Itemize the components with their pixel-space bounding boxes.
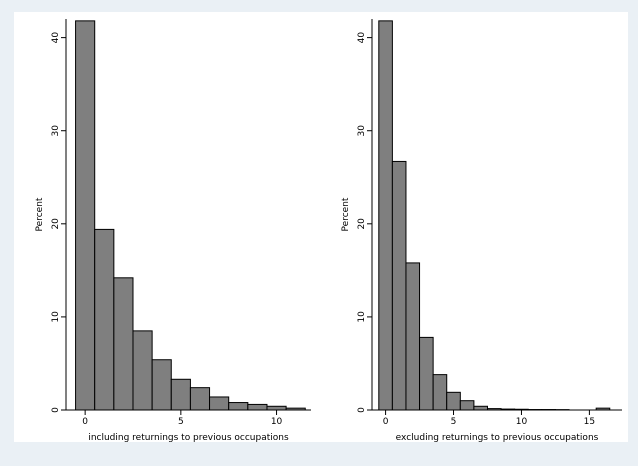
histogram-panel-including: 0 10 20 30 40 0 5 10 including returnings to pr…	[14, 12, 318, 443]
y-tick-label: 0	[51, 407, 61, 413]
y-tick-label: 20	[51, 218, 61, 230]
x-axis-label-including: including returnings to previous occupat…	[88, 433, 289, 443]
y-axis-label-excluding: Percent	[341, 197, 351, 231]
y-tick-label: 30	[51, 125, 61, 137]
y-tick-label: 10	[51, 311, 61, 323]
x-tick-label: 5	[178, 417, 184, 427]
histogram-bar	[132, 330, 153, 411]
histogram-bar	[209, 396, 230, 411]
histogram-bar	[75, 20, 96, 411]
bars-including	[75, 20, 306, 411]
histogram-bar	[170, 378, 191, 411]
histogram-bar	[405, 262, 421, 411]
histogram-bar	[113, 277, 134, 411]
histogram-bar	[94, 228, 115, 411]
x-tick-label: 0	[383, 417, 389, 427]
y-axis-label-including: Percent	[35, 197, 45, 231]
y-tick-label: 20	[357, 218, 367, 230]
histogram-bar	[189, 387, 211, 411]
y-tick-label: 0	[357, 407, 367, 413]
histogram-bar	[151, 359, 172, 411]
plot-region-excluding	[318, 12, 628, 442]
histogram-bar	[247, 403, 268, 411]
y-tick-label: 40	[357, 32, 367, 44]
y-tick-label: 10	[357, 311, 367, 323]
y-tick-label: 40	[51, 32, 61, 44]
axes-including: 0 10 20 30 40 0 5 10	[51, 19, 311, 427]
x-tick-label: 15	[584, 417, 595, 427]
x-tick-label: 10	[516, 417, 528, 427]
histogram-bar	[378, 20, 393, 411]
y-tick-label: 30	[357, 125, 367, 137]
x-axis-label-excluding: excluding returnings to previous occupat…	[396, 433, 599, 443]
histogram-bar	[432, 374, 448, 411]
histogram-bar	[473, 405, 488, 411]
bars-excluding	[378, 20, 611, 411]
axes-excluding: 0 10 20 30 40 0 5 10 15	[357, 19, 622, 427]
histogram-bar	[446, 391, 461, 411]
histogram-panel-excluding: 0 10 20 30 40 0 5 10 15 excluding returnings to …	[318, 12, 628, 443]
histogram-bar	[459, 400, 475, 411]
histogram-bar	[419, 336, 434, 411]
histogram-bar	[266, 405, 287, 411]
x-tick-label: 5	[451, 417, 457, 427]
x-tick-label: 10	[271, 417, 283, 427]
histogram-bar	[391, 160, 407, 411]
histogram-bar	[228, 402, 249, 411]
x-tick-label: 0	[82, 417, 88, 427]
